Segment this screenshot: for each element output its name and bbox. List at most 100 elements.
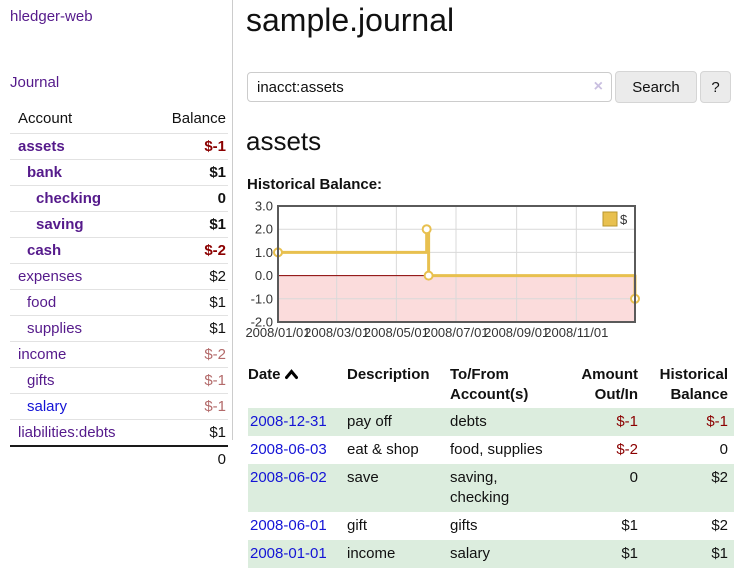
account-balance: $-2 xyxy=(146,237,228,264)
y-tick-label: 1.0 xyxy=(255,245,273,260)
y-tick-label: 2.0 xyxy=(255,222,273,237)
accounts-cell: saving, checking xyxy=(450,464,564,512)
register-table: Date Description To/From Account(s) Amou… xyxy=(248,362,734,568)
balance-cell: $1 xyxy=(644,540,734,568)
clear-search-icon[interactable]: × xyxy=(593,78,603,95)
balance-cell: 0 xyxy=(719,441,728,458)
account-link[interactable]: saving xyxy=(36,216,84,233)
register-header-description: Description xyxy=(347,366,430,383)
account-link[interactable]: checking xyxy=(36,190,102,207)
account-link[interactable]: income xyxy=(18,346,67,363)
description-cell: pay off xyxy=(347,408,450,436)
description-cell: eat & shop xyxy=(347,441,419,458)
date-link[interactable]: 2008-06-01 xyxy=(250,517,327,534)
accounts-header-account: Account xyxy=(18,110,73,127)
x-tick-label: 2008/11/01 xyxy=(544,325,608,340)
plot-border xyxy=(277,205,636,323)
search-input-wrap: × xyxy=(247,72,612,102)
accounts-total-value: 0 xyxy=(146,445,228,472)
amount-cell: $-1 xyxy=(564,408,644,436)
register-header-accounts: To/From Account(s) xyxy=(450,366,529,403)
amount-cell: 0 xyxy=(564,464,644,512)
account-balance: $-1 xyxy=(146,133,228,160)
accounts-cell: food, supplies xyxy=(450,441,543,458)
description-cell: income xyxy=(347,540,450,568)
account-row: salary $-1 xyxy=(10,393,228,420)
accounts-cell: debts xyxy=(450,408,564,436)
register-row: 2008-06-01 gift gifts $1 $2 xyxy=(248,512,734,540)
account-balance: 0 xyxy=(146,185,228,212)
y-tick-label: -2.0 xyxy=(251,315,273,330)
y-tick-label: 3.0 xyxy=(255,200,273,214)
account-link[interactable]: supplies xyxy=(27,320,83,337)
account-balance: $1 xyxy=(146,419,228,446)
legend-label: $ xyxy=(620,212,628,227)
account-link[interactable]: salary xyxy=(27,398,68,415)
balance-cell: $2 xyxy=(711,517,728,534)
account-balance: $2 xyxy=(146,263,228,290)
historical-balance-chart: 3.0 2.0 1.0 0.0 -1.0 -2.0 2008/01/01 2008/03/01… xyxy=(240,199,742,345)
account-row: checking 0 xyxy=(10,185,228,212)
page-title: sample.journal xyxy=(246,2,455,38)
x-tick-label: 2008/07/01 xyxy=(423,325,488,340)
account-row: gifts $-1 xyxy=(10,367,228,394)
y-tick-label: 0.0 xyxy=(255,268,273,283)
sidebar: hledger-web Journal Account Balance asse… xyxy=(0,0,233,472)
nav-journal-link[interactable]: Journal xyxy=(10,74,60,91)
x-tick-label: 2008/03/01 xyxy=(304,325,369,340)
amount-cell: $1 xyxy=(621,517,638,534)
account-page-title: assets xyxy=(246,126,322,156)
data-point-marker xyxy=(421,224,432,235)
account-row: liabilities:debts $1 xyxy=(10,419,228,446)
help-button[interactable]: ? xyxy=(700,71,731,103)
date-link[interactable]: 2008-01-01 xyxy=(250,545,327,562)
date-link[interactable]: 2008-06-02 xyxy=(250,469,327,486)
amount-cell: $-2 xyxy=(616,441,638,458)
account-row: cash $-2 xyxy=(10,237,228,264)
register-row: 2008-01-01 income salary $1 $1 xyxy=(248,540,734,568)
account-link[interactable]: expenses xyxy=(18,268,83,285)
account-link[interactable]: food xyxy=(27,294,57,311)
account-balance: $-1 xyxy=(146,393,228,420)
account-link[interactable]: liabilities:debts xyxy=(18,424,116,441)
accounts-cell: salary xyxy=(450,540,564,568)
account-link[interactable]: gifts xyxy=(27,372,55,389)
x-tick-label: 2008/01/01 xyxy=(245,325,310,340)
accounts-cell: gifts xyxy=(450,517,478,534)
register-header-date[interactable]: Date xyxy=(248,362,347,408)
account-row: saving $1 xyxy=(10,211,228,238)
search-button[interactable]: Search xyxy=(615,71,697,103)
account-link[interactable]: bank xyxy=(27,164,63,181)
chart-canvas: 3.0 2.0 1.0 0.0 -1.0 -2.02008/01/012008/03/01… xyxy=(245,199,640,340)
account-balance: $-1 xyxy=(146,367,228,394)
accounts-total-row: 0 xyxy=(10,445,228,472)
app-brand-link[interactable]: hledger-web xyxy=(10,8,93,25)
balance-cell: $2 xyxy=(644,464,734,512)
account-link[interactable]: cash xyxy=(27,242,62,259)
account-link[interactable]: assets xyxy=(18,138,65,155)
account-row: assets $-1 xyxy=(10,133,228,160)
account-row: expenses $2 xyxy=(10,263,228,290)
search-input[interactable] xyxy=(247,72,612,102)
x-tick-label: 2008/05/01 xyxy=(364,325,429,340)
register-row: 2008-06-02 save saving, checking 0 $2 xyxy=(248,464,734,512)
legend-swatch xyxy=(602,211,618,227)
amount-cell: $1 xyxy=(564,540,644,568)
description-cell: save xyxy=(347,464,450,512)
account-balance: $1 xyxy=(146,289,228,316)
x-tick-label: 2008/09/01 xyxy=(484,325,549,340)
register-header-balance: Historical Balance xyxy=(659,366,728,403)
account-balance: $1 xyxy=(146,211,228,238)
balance-cell: $-1 xyxy=(644,408,734,436)
account-row: supplies $1 xyxy=(10,315,228,342)
sort-asc-icon xyxy=(284,366,298,386)
y-tick-label: -1.0 xyxy=(251,291,273,306)
register-row: 2008-12-31 pay off debts $-1 $-1 xyxy=(248,408,734,436)
accounts-header-balance: Balance xyxy=(171,110,226,127)
date-link[interactable]: 2008-06-03 xyxy=(250,441,327,458)
date-link[interactable]: 2008-12-31 xyxy=(250,413,327,430)
data-point-marker xyxy=(423,270,434,281)
account-row: food $1 xyxy=(10,289,228,316)
account-row: bank $1 xyxy=(10,159,228,186)
accounts-table: Account Balance assets $-1 bank $1 checking 0… xyxy=(10,106,228,472)
